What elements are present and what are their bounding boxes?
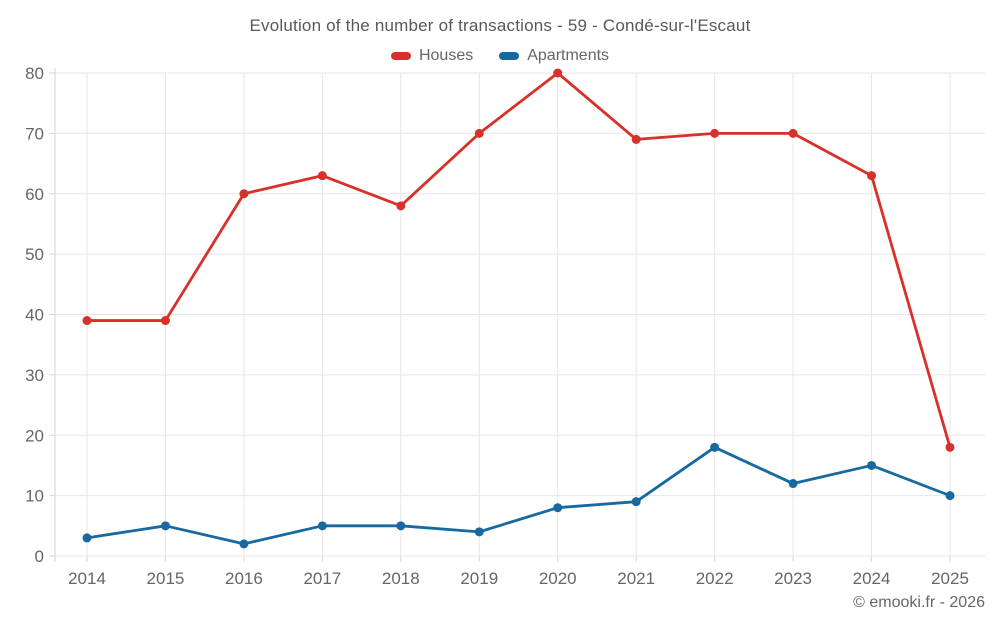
houses-data-point[interactable] <box>317 171 327 181</box>
houses-data-point[interactable] <box>239 189 249 199</box>
x-tick-label: 2024 <box>853 569 891 588</box>
copyright-notice: © emooki.fr - 2026 <box>853 594 985 611</box>
apartments-data-point[interactable] <box>867 460 877 470</box>
apartments-data-point[interactable] <box>396 521 406 531</box>
x-tick-label: 2015 <box>147 569 185 588</box>
houses-data-point[interactable] <box>474 128 484 138</box>
apartments-data-point[interactable] <box>945 491 955 501</box>
y-tick-label: 0 <box>35 547 44 566</box>
x-tick-label: 2016 <box>225 569 263 588</box>
houses-series-swatch-icon <box>390 52 411 60</box>
x-tick-label: 2020 <box>539 569 577 588</box>
apartments-data-point[interactable] <box>239 539 249 549</box>
y-tick-label: 80 <box>25 64 44 83</box>
x-tick-label: 2025 <box>931 569 969 588</box>
x-tick-label: 2021 <box>617 569 655 588</box>
y-tick-label: 50 <box>25 245 44 264</box>
houses-data-point[interactable] <box>82 316 92 326</box>
houses-data-point[interactable] <box>160 316 170 326</box>
apartments-data-point[interactable] <box>710 442 720 452</box>
houses-data-point[interactable] <box>396 201 406 211</box>
apartments-data-point[interactable] <box>317 521 327 531</box>
legend-label-houses: Houses <box>418 47 474 64</box>
legend: Houses Apartments <box>0 47 1000 65</box>
houses-series-line[interactable] <box>85 71 952 449</box>
houses-data-point[interactable] <box>553 68 563 78</box>
x-tick-label: 2017 <box>303 569 341 588</box>
apartments-data-point[interactable] <box>82 533 92 543</box>
x-tick-label: 2019 <box>460 569 498 588</box>
x-tick-label: 2022 <box>696 569 734 588</box>
x-tick-label: 2023 <box>774 569 812 588</box>
houses-data-point[interactable] <box>710 128 720 138</box>
apartments-data-point[interactable] <box>788 479 798 489</box>
legend-item-apartments[interactable]: Apartments <box>499 47 609 65</box>
legend-label-apartments: Apartments <box>527 47 610 64</box>
houses-data-point[interactable] <box>945 442 955 452</box>
apartments-data-point[interactable] <box>553 503 563 513</box>
apartments-data-point[interactable] <box>474 527 484 537</box>
apartments-series-line[interactable] <box>85 445 952 546</box>
y-tick-label: 40 <box>25 306 44 325</box>
y-tick-label: 20 <box>25 426 44 445</box>
y-tick-label: 60 <box>25 185 44 204</box>
apartments-data-point[interactable] <box>631 497 641 507</box>
x-tick-label: 2014 <box>68 569 106 588</box>
chart-title: Evolution of the number of transactions … <box>249 16 751 35</box>
houses-data-point[interactable] <box>631 134 641 144</box>
y-tick-label: 70 <box>25 124 44 143</box>
legend-item-houses[interactable]: Houses <box>390 47 474 65</box>
apartments-series-swatch-icon <box>499 52 520 60</box>
apartments-data-point[interactable] <box>160 521 170 531</box>
houses-data-point[interactable] <box>867 171 877 181</box>
y-tick-label: 10 <box>25 487 44 506</box>
x-tick-label: 2018 <box>382 569 420 588</box>
y-tick-label: 30 <box>25 366 44 385</box>
houses-data-point[interactable] <box>788 128 798 138</box>
